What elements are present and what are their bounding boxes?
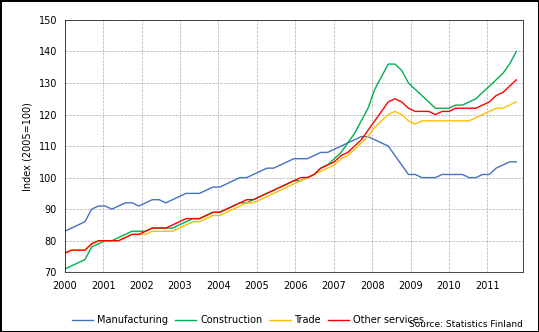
Trade — [163, 229, 169, 233]
Trade — [500, 106, 506, 110]
Construction — [317, 166, 324, 170]
Manufacturing — [513, 160, 520, 164]
Trade — [169, 229, 176, 233]
Manufacturing — [324, 150, 331, 154]
Line: Other services: Other services — [65, 80, 516, 253]
Construction — [169, 226, 176, 230]
Construction — [163, 226, 169, 230]
Other services — [61, 251, 68, 255]
Manufacturing — [163, 201, 169, 205]
Manufacturing — [250, 173, 257, 177]
Trade — [466, 119, 472, 123]
Legend: Manufacturing, Construction, Trade, Other services: Manufacturing, Construction, Trade, Othe… — [72, 315, 424, 325]
Line: Manufacturing: Manufacturing — [65, 137, 516, 231]
Other services — [466, 106, 472, 110]
Trade — [317, 169, 324, 173]
Construction — [61, 267, 68, 271]
Construction — [324, 163, 331, 167]
Other services — [513, 78, 520, 82]
Other services — [169, 223, 176, 227]
Line: Trade: Trade — [65, 102, 516, 253]
Other services — [317, 166, 324, 170]
Y-axis label: Index (2005=100): Index (2005=100) — [23, 102, 33, 191]
Other services — [500, 90, 506, 94]
Trade — [324, 166, 331, 170]
Manufacturing — [358, 135, 364, 139]
Construction — [513, 49, 520, 53]
Manufacturing — [61, 229, 68, 233]
Trade — [513, 100, 520, 104]
Text: Source: Statistics Finland: Source: Statistics Finland — [409, 320, 523, 329]
Other services — [324, 163, 331, 167]
Trade — [61, 251, 68, 255]
Construction — [500, 72, 506, 76]
Manufacturing — [473, 176, 479, 180]
Line: Construction: Construction — [65, 51, 516, 269]
Manufacturing — [169, 198, 176, 202]
Manufacturing — [317, 150, 324, 154]
Other services — [163, 226, 169, 230]
Construction — [466, 100, 472, 104]
